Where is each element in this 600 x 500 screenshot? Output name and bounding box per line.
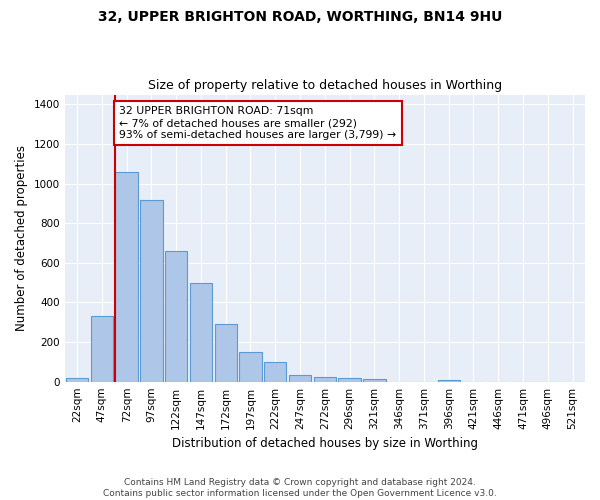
- Bar: [264, 362, 286, 382]
- Bar: [190, 282, 212, 382]
- X-axis label: Distribution of detached houses by size in Worthing: Distribution of detached houses by size …: [172, 437, 478, 450]
- Bar: [115, 172, 138, 382]
- Text: 32, UPPER BRIGHTON ROAD, WORTHING, BN14 9HU: 32, UPPER BRIGHTON ROAD, WORTHING, BN14 …: [98, 10, 502, 24]
- Bar: [338, 378, 361, 382]
- Bar: [66, 378, 88, 382]
- Bar: [165, 251, 187, 382]
- Text: Contains HM Land Registry data © Crown copyright and database right 2024.
Contai: Contains HM Land Registry data © Crown c…: [103, 478, 497, 498]
- Title: Size of property relative to detached houses in Worthing: Size of property relative to detached ho…: [148, 79, 502, 92]
- Text: 32 UPPER BRIGHTON ROAD: 71sqm
← 7% of detached houses are smaller (292)
93% of s: 32 UPPER BRIGHTON ROAD: 71sqm ← 7% of de…: [119, 106, 397, 140]
- Bar: [140, 200, 163, 382]
- Bar: [91, 316, 113, 382]
- Bar: [363, 378, 386, 382]
- Bar: [215, 324, 237, 382]
- Y-axis label: Number of detached properties: Number of detached properties: [15, 145, 28, 331]
- Bar: [239, 352, 262, 382]
- Bar: [289, 374, 311, 382]
- Bar: [314, 376, 336, 382]
- Bar: [437, 380, 460, 382]
